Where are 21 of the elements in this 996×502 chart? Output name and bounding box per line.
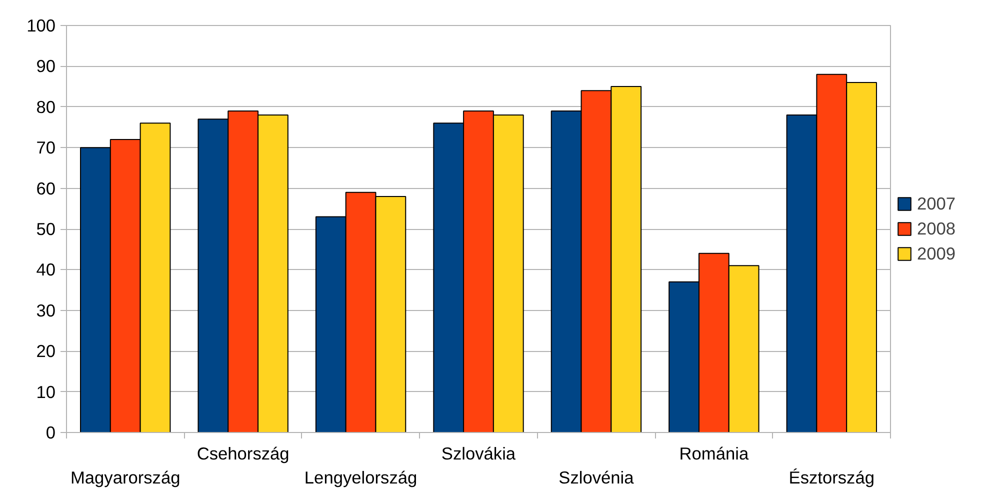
- x-tick-label: Lengyelország: [304, 468, 418, 488]
- x-tick-label: Szlovákia: [441, 444, 516, 464]
- y-tick-label: 100: [26, 16, 56, 36]
- y-tick-label: 30: [36, 300, 56, 320]
- x-tick-label: Észtország: [788, 468, 875, 488]
- y-tick-label: 60: [36, 178, 56, 198]
- x-tick-label: Magyarország: [70, 468, 180, 488]
- y-tick-label: 0: [46, 422, 56, 442]
- y-tick-label: 10: [36, 382, 56, 402]
- x-tick-label: Románia: [679, 444, 749, 464]
- y-tick-label: 40: [36, 260, 56, 280]
- x-tick-label: Csehország: [196, 444, 290, 464]
- y-tick-label: 20: [36, 341, 56, 362]
- y-tick-label: 70: [36, 138, 56, 158]
- y-tick-label: 80: [36, 96, 56, 117]
- legend-label: 2009: [917, 243, 956, 264]
- y-tick-label: 90: [36, 56, 56, 76]
- legend-label: 2007: [917, 193, 956, 214]
- x-tick-label: Szlovénia: [558, 468, 634, 488]
- y-tick-label: 50: [36, 219, 56, 239]
- legend-label: 2008: [917, 218, 956, 239]
